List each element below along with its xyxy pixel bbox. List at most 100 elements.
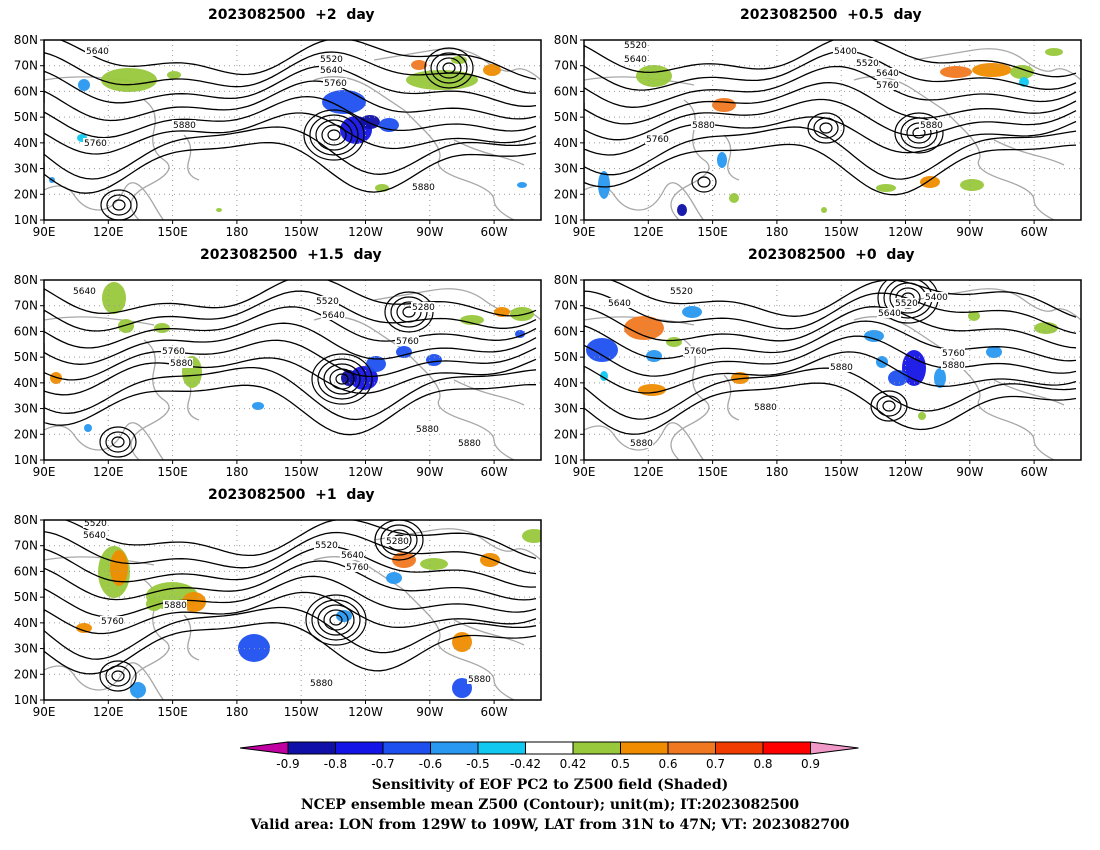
sensitivity-patch (598, 171, 610, 199)
colorbar-tick-label: 0.6 (658, 757, 677, 770)
contour-label: 5880 (468, 675, 491, 685)
lon-tick-label: 180 (225, 705, 248, 719)
sensitivity-patch (1034, 322, 1058, 334)
sensitivity-patch (682, 306, 702, 318)
lon-tick-label: 150W (284, 465, 319, 479)
lat-tick-label: 20N (14, 187, 38, 201)
plot-area: 5640 5520 5640 5280 5760 5760 5880 5880 5880 80N 7… (14, 273, 542, 479)
sensitivity-patch (102, 282, 126, 314)
lat-tick-label: 50N (554, 350, 578, 364)
sensitivity-patch (960, 179, 984, 191)
lon-tick-label: 90E (573, 225, 596, 239)
lat-tick-label: 30N (554, 402, 578, 416)
sensitivity-patch (76, 623, 92, 633)
lat-tick-label: 70N (14, 539, 38, 553)
sensitivity-patch (918, 412, 926, 420)
panel-plus0-day: 2023082500 +0 day 5520 5640 5520 5400 5640 57… (540, 240, 1100, 485)
sensitivity-patch (666, 337, 682, 347)
lat-tick-label: 40N (14, 136, 38, 150)
contour-label: 5640 (624, 55, 647, 65)
lat-tick-label: 60N (554, 324, 578, 338)
panel-title: 2023082500 +0 day (748, 247, 915, 263)
contour-label: 5880 (692, 121, 715, 131)
panel-title: 2023082500 +1 day (208, 487, 375, 503)
sensitivity-patch (386, 572, 402, 584)
sensitivity-patch (972, 63, 1012, 77)
contour-label: 5640 (86, 47, 109, 57)
contour-label: 5880 (630, 439, 653, 449)
contour-label: 5400 (834, 47, 857, 57)
sensitivity-patch (322, 90, 366, 114)
contour-label: 5760 (162, 347, 185, 357)
lon-tick-label: 180 (765, 225, 788, 239)
colorbar-tick-label: -0.42 (510, 757, 541, 770)
lon-tick-label: 150E (157, 705, 188, 719)
lat-tick-label: 70N (554, 59, 578, 73)
contour-label: 5520 (856, 59, 879, 69)
sensitivity-patch (864, 330, 884, 342)
lat-tick-label: 30N (14, 402, 38, 416)
contour-label: 5520 (315, 541, 338, 551)
contour-label: 5760 (396, 337, 419, 347)
contour-label: 5880 (830, 363, 853, 373)
contour-label: 5760 (324, 79, 347, 89)
lon-tick-label: 150E (697, 465, 728, 479)
sensitivity-patch (420, 558, 448, 570)
plot-area: 55205640540055205640576058805760588080N7… (554, 33, 1082, 239)
lat-tick-label: 10N (14, 693, 38, 707)
contour-label: 5520 (316, 297, 339, 307)
colorbar-min-arrow (239, 741, 289, 755)
lon-tick-label: 180 (225, 465, 248, 479)
contour-label: 5520 (84, 519, 107, 529)
sensitivity-patch (729, 193, 739, 203)
sensitivity-patch (968, 311, 980, 321)
lat-tick-label: 50N (14, 350, 38, 364)
lat-tick-label: 60N (554, 84, 578, 98)
sensitivity-patch (411, 60, 427, 70)
contour-label: 5520 (320, 55, 343, 65)
colorbar-max-arrow (810, 741, 859, 755)
sensitivity-patch (821, 207, 827, 213)
panel-plus2-day: 2023082500 +2 day 5640 5520 5640 5760 5880 57… (0, 0, 545, 245)
colorbar-tick-label: 0.8 (753, 757, 772, 770)
colorbar-swatch (667, 741, 716, 755)
colorbar-swatch (762, 741, 811, 755)
sensitivity-patch (638, 384, 666, 396)
sensitivity-patch (712, 98, 736, 112)
sensitivity-patch (986, 346, 1002, 358)
sensitivity-patch (1045, 48, 1063, 56)
sensitivity-patch (216, 208, 222, 212)
colorbar-tick-label: 0.7 (706, 757, 725, 770)
sensitivity-patch (876, 184, 896, 192)
contour-label: 5880 (458, 439, 481, 449)
sensitivity-patch (515, 330, 525, 338)
contour-label: 5640 (83, 531, 106, 541)
lon-tick-label: 120W (348, 465, 383, 479)
lat-tick-label: 80N (14, 513, 38, 527)
lon-tick-label: 120W (888, 225, 923, 239)
map-plot: 55205640540055205640576058805760588080N7… (554, 33, 1082, 239)
lon-tick-label: 90W (416, 465, 443, 479)
sensitivity-patch (426, 354, 442, 366)
lat-tick-label: 20N (14, 667, 38, 681)
sensitivity-patch (84, 424, 92, 432)
sensitivity-patch (731, 372, 749, 384)
sensitivity-patch (510, 307, 534, 321)
sensitivity-patch (934, 368, 946, 388)
lon-tick-label: 120W (348, 705, 383, 719)
lon-tick-label: 120E (93, 465, 124, 479)
lon-tick-label: 90E (33, 705, 56, 719)
lat-tick-label: 40N (14, 616, 38, 630)
sensitivity-patch (182, 592, 206, 612)
contour-label: 5760 (84, 139, 107, 149)
sensitivity-patch (252, 402, 264, 410)
contour-label: 5760 (101, 617, 124, 627)
lon-tick-label: 150W (284, 225, 319, 239)
colorbar-tick-label: -0.9 (276, 757, 299, 770)
sensitivity-patch (940, 66, 972, 78)
lat-tick-label: 60N (14, 84, 38, 98)
contour-label: 5640 (876, 69, 899, 79)
lon-tick-label: 180 (225, 225, 248, 239)
plot-area: 564055205640576058805760588080N70N60N50N… (14, 33, 542, 239)
